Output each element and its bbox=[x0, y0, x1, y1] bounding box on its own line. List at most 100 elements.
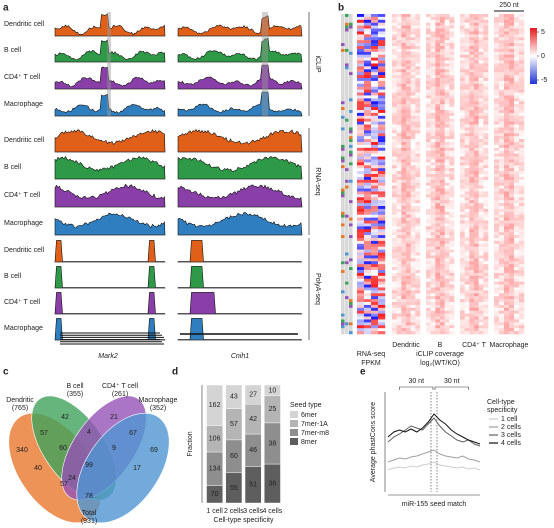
heat-cell bbox=[440, 275, 445, 280]
heat-cell bbox=[396, 302, 402, 306]
coverage-track bbox=[54, 128, 166, 153]
annotation-bar bbox=[341, 281, 345, 285]
heat-cell bbox=[410, 278, 416, 282]
heat-cell bbox=[406, 139, 411, 143]
heat-cell bbox=[474, 16, 479, 21]
heat-cell bbox=[460, 110, 465, 114]
heat-cell bbox=[474, 86, 479, 90]
heat-cell bbox=[469, 37, 475, 41]
heat-cell bbox=[449, 121, 455, 125]
heat-cell bbox=[440, 171, 445, 175]
heat-cell bbox=[378, 72, 386, 76]
heat-cell bbox=[499, 22, 505, 26]
heat-cell bbox=[364, 284, 372, 288]
heat-cell bbox=[509, 185, 515, 189]
heat-cell bbox=[364, 118, 372, 122]
heat-cell bbox=[396, 296, 402, 300]
x-axis-label: miR-155 seed match bbox=[402, 501, 467, 508]
heat-cell bbox=[478, 296, 484, 300]
heat-cell bbox=[460, 28, 465, 32]
heat-cell bbox=[519, 124, 525, 128]
heat-cell bbox=[478, 211, 484, 216]
heat-cell bbox=[364, 310, 372, 314]
heat-cell bbox=[430, 264, 436, 268]
heat-cell bbox=[514, 255, 520, 259]
heat-cell bbox=[449, 144, 455, 149]
heat-cell bbox=[415, 272, 421, 277]
heat-cell bbox=[364, 144, 372, 149]
heat-cell bbox=[406, 319, 411, 323]
heat-cell bbox=[464, 249, 470, 253]
heat-cell bbox=[509, 290, 515, 294]
heat-cell bbox=[494, 252, 500, 256]
heat-cell bbox=[519, 319, 525, 323]
heat-cell bbox=[378, 261, 386, 265]
heat-cell bbox=[460, 168, 465, 172]
heat-cell bbox=[440, 185, 445, 189]
heat-cell bbox=[371, 95, 379, 99]
annotation-bar bbox=[345, 176, 349, 181]
heat-cell bbox=[364, 153, 372, 157]
heat-cell bbox=[415, 302, 421, 306]
heat-cell bbox=[509, 174, 515, 178]
heat-cell bbox=[401, 203, 407, 207]
heat-cell bbox=[483, 185, 489, 189]
heat-cell bbox=[509, 176, 515, 181]
heat-cell bbox=[410, 159, 416, 163]
heat-cell bbox=[396, 121, 402, 125]
heat-cell bbox=[364, 331, 372, 335]
heat-cell bbox=[364, 78, 372, 82]
heat-cell bbox=[469, 130, 475, 134]
heat-cell bbox=[415, 255, 421, 259]
heat-cell bbox=[483, 211, 489, 216]
heat-cell bbox=[364, 72, 372, 76]
heat-cell bbox=[469, 80, 475, 85]
heat-cell bbox=[464, 229, 470, 233]
heat-cell bbox=[519, 139, 525, 143]
heat-cell bbox=[364, 188, 372, 192]
heat-cell bbox=[440, 150, 445, 154]
heat-cell bbox=[444, 72, 450, 76]
heat-cell bbox=[469, 115, 475, 120]
heat-cell bbox=[430, 127, 436, 131]
heat-cell bbox=[444, 232, 450, 236]
annotation-bar bbox=[341, 255, 345, 259]
annotation-bar bbox=[349, 16, 353, 21]
heat-cell bbox=[504, 43, 510, 47]
heat-cell bbox=[401, 325, 407, 329]
heat-cell bbox=[357, 60, 365, 64]
heat-cell bbox=[415, 57, 421, 61]
heat-cell bbox=[371, 136, 379, 140]
heat-cell bbox=[406, 304, 411, 309]
heat-cell bbox=[430, 188, 436, 192]
heat-cell bbox=[499, 194, 505, 198]
heat-cell bbox=[494, 153, 500, 157]
heat-cell bbox=[440, 223, 445, 227]
heat-cell bbox=[449, 252, 455, 256]
heat-cell bbox=[378, 19, 386, 24]
heat-cell bbox=[378, 159, 386, 163]
heat-cell bbox=[519, 14, 525, 18]
heat-cell bbox=[478, 179, 484, 184]
heat-cell bbox=[499, 101, 505, 105]
heat-cell bbox=[430, 310, 436, 314]
annotation-bar bbox=[345, 118, 349, 122]
heat-cell bbox=[509, 86, 515, 90]
annotation-bar bbox=[345, 258, 349, 262]
annotation-bar bbox=[349, 14, 353, 18]
heat-cell bbox=[378, 240, 386, 245]
heat-cell bbox=[430, 208, 436, 213]
heat-cell bbox=[396, 200, 402, 204]
heat-cell bbox=[504, 223, 510, 227]
heat-cell bbox=[410, 63, 416, 67]
heat-cell bbox=[449, 37, 455, 41]
annotation-bar bbox=[341, 98, 345, 102]
heat-cell bbox=[469, 206, 475, 210]
annotation-bar bbox=[349, 43, 353, 47]
heat-cell bbox=[444, 54, 450, 58]
heat-cell bbox=[499, 80, 505, 85]
heat-cell bbox=[449, 331, 455, 335]
heat-cell bbox=[483, 147, 489, 152]
annotation-bar bbox=[349, 69, 353, 73]
heat-cell bbox=[519, 110, 525, 114]
